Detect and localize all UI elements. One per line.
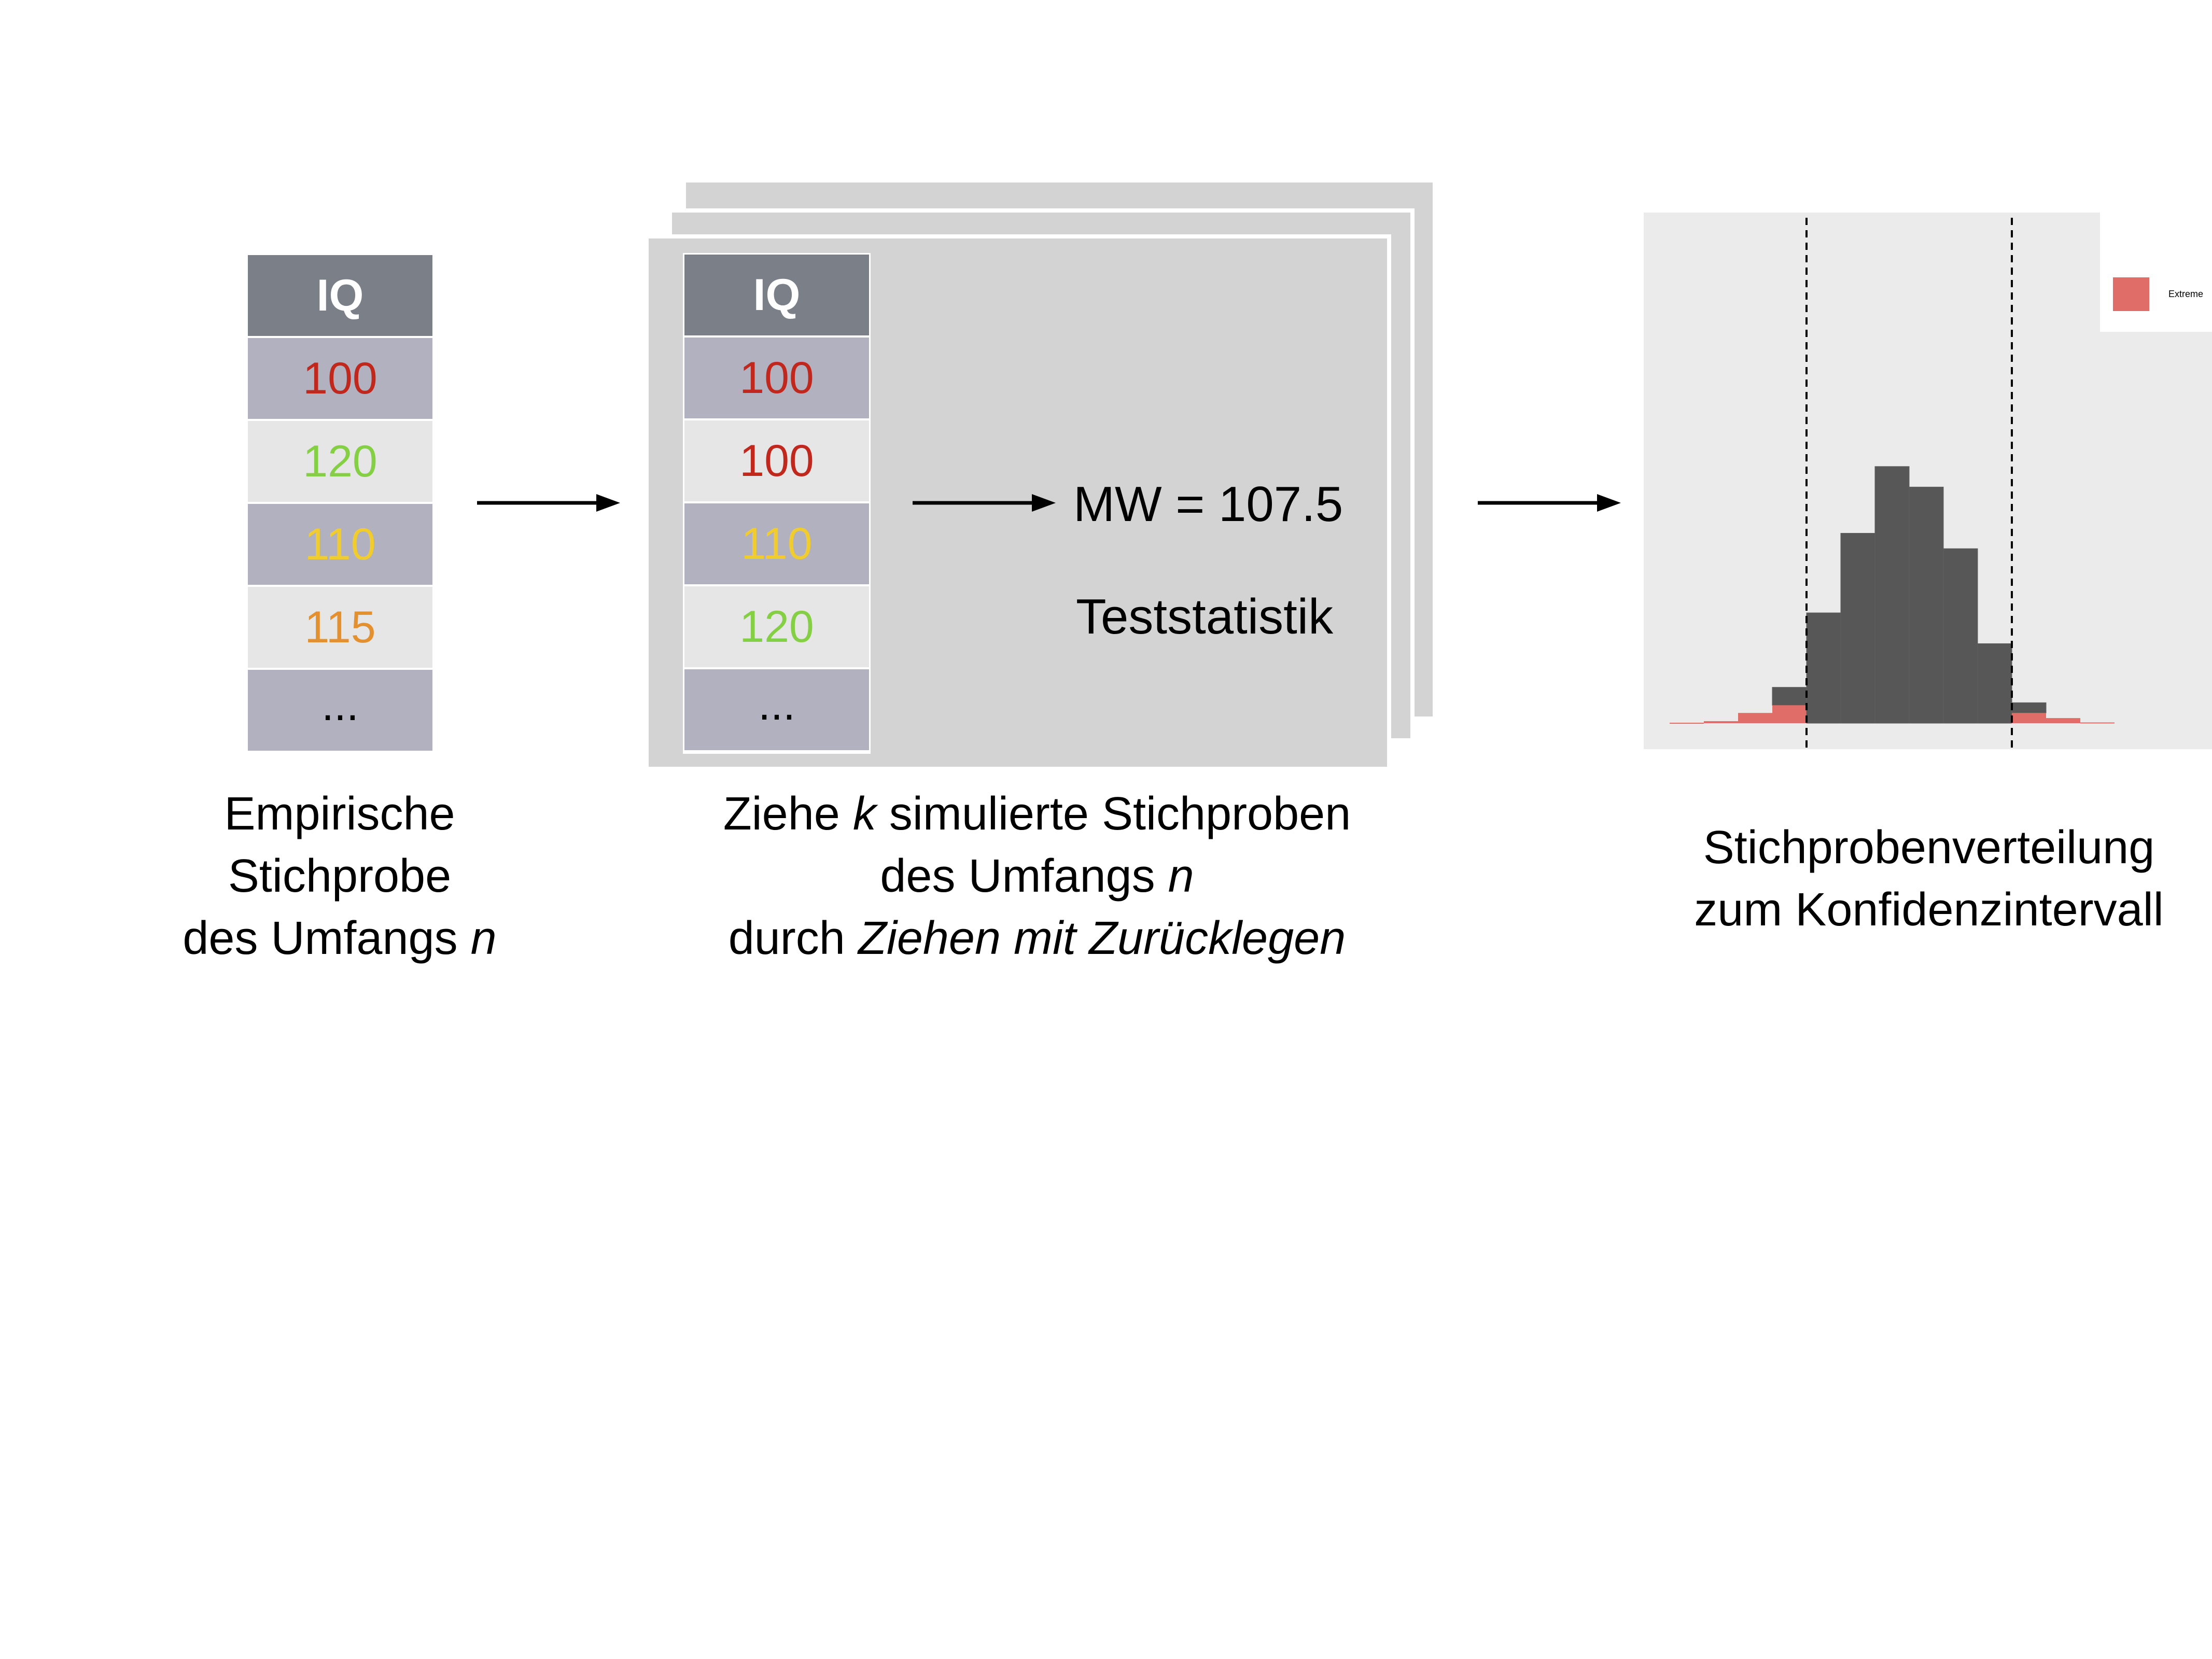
caption-text: simulierte Stichproben — [876, 788, 1351, 840]
caption-line: Stichprobenverteilung — [1703, 822, 2155, 874]
legend-box — [2100, 213, 2212, 332]
caption-italic: k — [852, 788, 876, 840]
legend-label: Extreme — [2168, 289, 2203, 299]
distribution-caption: Stichprobenverteilung zum Konfidenzinter… — [1649, 817, 2209, 941]
caption-line: Stichprobe — [228, 850, 452, 902]
empirical-sample-caption: Empirische Stichprobe des Umfangs n — [156, 783, 524, 969]
histogram-bar-extreme — [1704, 721, 1738, 723]
histogram-bar-middle — [2011, 702, 2047, 713]
histogram-bar-extreme — [1772, 705, 1807, 723]
histogram-bar-middle — [1772, 687, 1807, 706]
simulated-sample-table: IQ 100 100 110 120 ... — [683, 253, 871, 754]
table-cell: 115 — [248, 587, 432, 670]
histogram-bar-middle — [1909, 486, 1944, 724]
caption-line: des Umfangs n — [643, 845, 1431, 907]
table-cell: 110 — [248, 504, 432, 587]
table-cell-ellipsis: ... — [684, 669, 869, 752]
simulated-sample-caption: Ziehe k simulierte Stichproben des Umfan… — [643, 783, 1431, 969]
table-header: IQ — [248, 255, 432, 338]
caption-text: durch — [728, 912, 858, 964]
table-cell: 110 — [684, 503, 869, 586]
caption-line: Ziehe k simulierte Stichproben — [643, 783, 1431, 845]
sampling-distribution-histogram: Extreme — [1644, 213, 2212, 749]
histogram-bar-middle — [1977, 643, 2012, 724]
table-cell: 120 — [684, 586, 869, 669]
histogram-bar-middle — [1806, 612, 1841, 724]
table-cell: 120 — [248, 421, 432, 504]
caption-text: Ziehe — [723, 788, 853, 840]
caption-italic: n — [1168, 850, 1194, 902]
plot-panel-right — [2100, 332, 2212, 749]
caption-italic: n — [470, 912, 497, 964]
histogram-bar-extreme — [2012, 713, 2046, 723]
caption-text: des Umfangs — [880, 850, 1168, 902]
histogram-bar-middle — [1874, 466, 1910, 724]
caption-line: durch Ziehen mit Zurücklegen — [643, 907, 1431, 969]
histogram-bar-extreme — [1670, 723, 1704, 724]
table-cell: 100 — [684, 420, 869, 503]
histogram-bar-middle — [1943, 548, 1978, 724]
histogram-bar-extreme — [2046, 718, 2080, 723]
histogram-bar-extreme — [2080, 722, 2115, 724]
mean-value: MW = 107.5 — [1073, 476, 1343, 532]
table-header: IQ — [684, 255, 869, 338]
caption-italic: Ziehen mit Zurücklegen — [858, 912, 1346, 964]
caption-text: des Umfangs — [183, 912, 471, 964]
empirical-sample-table: IQ 100 120 110 115 ... — [248, 255, 432, 753]
test-statistic-label: Teststatistik — [1076, 589, 1334, 644]
arrow-right-icon — [1478, 494, 1621, 512]
arrow-right-icon — [913, 494, 1056, 512]
arrow-right-icon — [477, 494, 620, 512]
caption-line: des Umfangs n — [156, 907, 524, 969]
table-cell-ellipsis: ... — [248, 670, 432, 753]
table-cell: 100 — [684, 338, 869, 420]
histogram-bar-middle — [1840, 533, 1875, 724]
legend-key-extreme — [2113, 277, 2149, 311]
caption-line: Empirische — [224, 788, 455, 840]
table-cell: 100 — [248, 338, 432, 421]
caption-line: zum Konfidenzintervall — [1694, 884, 2164, 936]
histogram-bar-extreme — [1738, 713, 1772, 723]
